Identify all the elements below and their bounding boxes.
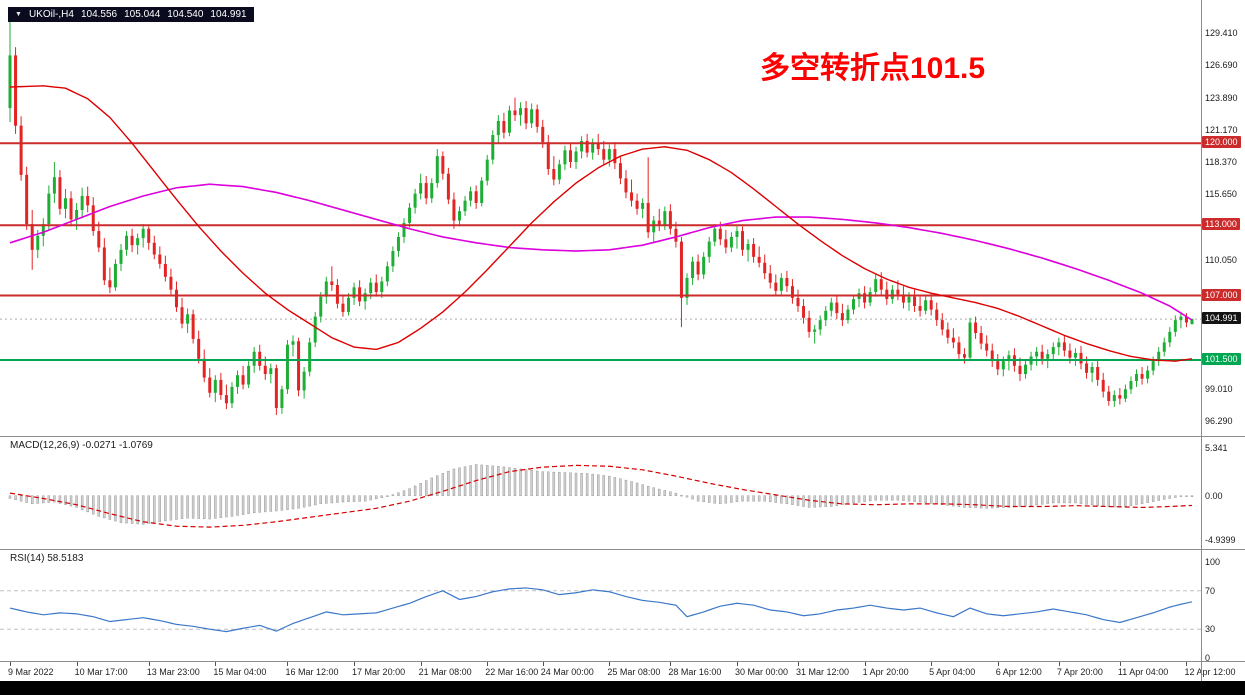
rsi-value: 58.5183 [47,553,84,564]
time-tick-mark [10,662,11,666]
quote-close: 104.991 [210,9,247,20]
time-axis[interactable]: 9 Mar 2022 10 Mar 17:00 13 Mar 23:00 15 Mar… [0,662,1245,681]
symbol-dropdown-icon[interactable]: ▼ [15,11,22,18]
horizontal-level-lines[interactable] [0,142,1201,361]
quote-low: 104.540 [167,9,204,20]
time-tick-mark [1186,662,1188,666]
quote-high: 105.044 [124,9,161,20]
time-tick-label: 16 Mar 12:00 [285,667,339,677]
quote-bar[interactable]: ▼ UKOil-,H4 104.556 105.044 104.540 104.… [8,7,254,22]
ma-slow-line [9,183,1193,321]
axis-separator [1201,0,1202,681]
rsi-name: RSI(14) [10,553,45,564]
time-tick-mark [76,662,78,666]
time-tick-label: 12 Apr 12:00 [1184,667,1236,677]
price-tick-label: 110.050 [1205,254,1237,265]
rsi-line [9,587,1193,633]
time-tick-mark [148,662,150,666]
time-tick-label: 31 Mar 12:00 [796,667,850,677]
rsi-tick-label: 30 [1205,624,1216,635]
time-tick-label: 7 Apr 20:00 [1056,667,1103,677]
time-tick-mark [215,662,217,666]
time-tick-label: 28 Mar 16:00 [668,667,722,677]
time-tick-label: 6 Apr 12:00 [995,667,1042,677]
level-price-tag[interactable]: 101.500 [1202,352,1241,365]
time-tick-mark [736,662,738,666]
time-tick-mark [354,662,356,666]
main-price-chart[interactable] [0,0,1201,436]
time-tick-label: 24 Mar 00:00 [540,667,594,677]
price-tick-label: 96.290 [1205,416,1233,426]
macd-signal-line [9,464,1193,528]
ma-fast-line [9,85,1193,362]
time-tick-label: 11 Apr 04:00 [1117,667,1169,677]
macd-panel[interactable] [0,437,1201,549]
panel-divider [0,661,1245,662]
macd-tick-label: 5.341 [1205,443,1228,453]
level-price-tag[interactable]: 120.000 [1202,136,1241,149]
rsi-tick-label: 0 [1205,653,1211,663]
time-tick-label: 10 Mar 17:00 [74,667,128,677]
rsi-tick-label: 70 [1205,585,1216,596]
price-tick-label: 99.010 [1205,384,1233,395]
time-tick-label: 21 Mar 08:00 [418,667,472,677]
price-tick-label: 129.410 [1205,28,1238,38]
time-tick-mark [1058,662,1060,666]
time-tick-mark [1119,662,1121,666]
level-price-tag[interactable]: 113.000 [1202,218,1240,231]
time-tick-mark [487,662,489,666]
macd-tick-label: -4.9399 [1205,535,1236,545]
time-tick-mark [931,662,933,666]
time-tick-label: 17 Mar 20:00 [352,667,406,677]
time-tick-mark [542,662,544,666]
macd-value-signal: -1.0769 [118,440,153,451]
time-tick-label: 25 Mar 08:00 [607,667,661,677]
time-tick-label: 15 Mar 04:00 [213,667,267,677]
time-tick-label: 5 Apr 04:00 [929,667,976,677]
macd-name: MACD(12,26,9) [10,440,80,451]
macd-label: MACD(12,26,9) -0.0271 -1.0769 [10,440,153,451]
quote-open: 104.556 [80,9,118,20]
time-tick-mark [670,662,672,666]
current-price-tag: 104.991 [1202,312,1241,325]
time-tick-mark [287,662,289,666]
price-tick-label: 118.370 [1205,157,1237,168]
time-tick-mark [997,662,999,666]
macd-tick-label: 0.00 [1205,490,1223,501]
rsi-axis[interactable]: 100 70 30 0 [1201,550,1245,663]
macd-histogram [8,464,1194,525]
price-tick-label: 121.170 [1205,124,1238,135]
candlesticks [8,8,1194,416]
rsi-panel[interactable] [0,550,1201,661]
symbol-label: UKOil-,H4 [28,9,74,20]
level-price-tag[interactable]: 107.000 [1202,288,1241,301]
time-tick-mark [798,662,799,666]
annotation-text: 多空转折点101.5 [760,52,986,85]
panel-divider [0,436,1245,437]
macd-axis[interactable]: 5.341 0.00 -4.9399 [1201,437,1245,549]
rsi-tick-label: 100 [1205,557,1221,567]
price-tick-label: 126.690 [1205,59,1238,70]
macd-value-main: -0.0271 [82,440,117,451]
time-tick-mark [420,662,422,666]
time-tick-label: 9 Mar 2022 [8,667,54,677]
time-tick-label: 22 Mar 16:00 [485,667,539,677]
time-tick-label: 30 Mar 00:00 [734,667,788,677]
time-tick-label: 13 Mar 23:00 [146,667,200,677]
bottom-bar [0,681,1245,695]
time-tick-mark [609,662,611,666]
time-tick-mark [864,662,866,666]
panel-divider [0,549,1245,550]
price-tick-label: 115.650 [1205,189,1237,200]
price-axis[interactable]: 129.410 126.690 123.890 121.170 118.370 115.6… [1201,0,1245,436]
rsi-label: RSI(14) 58.5183 [10,553,83,564]
price-tick-label: 123.890 [1205,92,1238,103]
time-tick-label: 1 Apr 20:00 [862,667,909,677]
